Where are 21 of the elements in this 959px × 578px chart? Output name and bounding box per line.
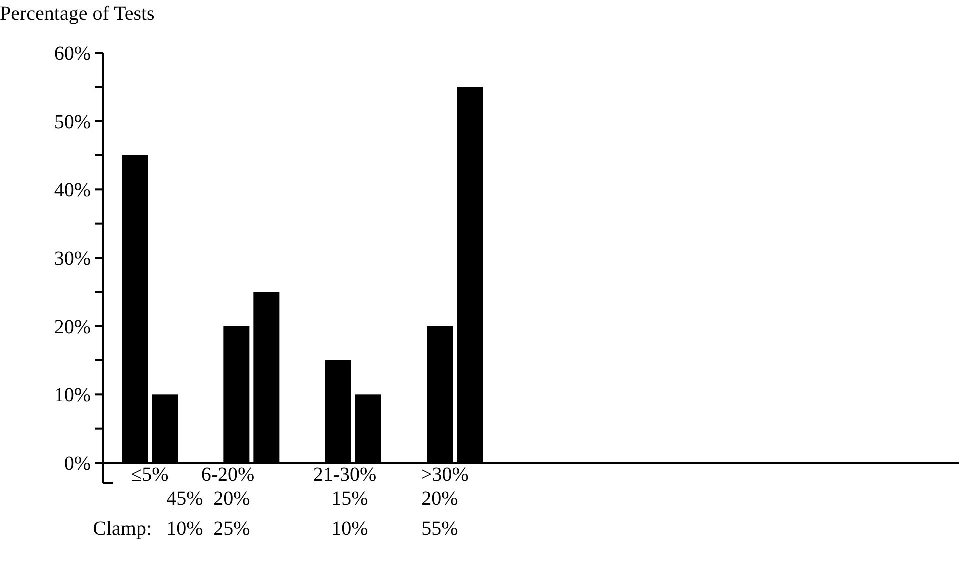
y-tick-label: 0%	[64, 453, 91, 475]
data-label: 10%	[332, 518, 368, 540]
y-axis-title: Percentage of Tests	[0, 3, 156, 25]
data-label: 25%	[214, 518, 250, 540]
data-label: 20%	[422, 488, 458, 510]
x-tick-label: >30%	[421, 464, 469, 486]
y-tick-label: 50%	[54, 111, 91, 134]
y-tick-label: 20%	[54, 316, 91, 338]
y-tick-label: 40%	[54, 180, 91, 202]
y-tick-label: 10%	[54, 384, 91, 407]
y-tick-label: 30%	[54, 248, 91, 270]
data-label: 20%	[214, 488, 250, 510]
x-tick-label: 6-20%	[201, 464, 255, 486]
x-tick-label: 21-30%	[313, 464, 377, 486]
data-label: 10%	[166, 518, 204, 540]
x-tick-label: ≤5%	[131, 464, 169, 486]
text: Clamp:	[93, 518, 152, 540]
data-label: 45%	[166, 488, 204, 510]
data-label: 15%	[332, 488, 368, 510]
y-tick-label: 60%	[54, 43, 91, 65]
data-label: 55%	[422, 518, 458, 540]
